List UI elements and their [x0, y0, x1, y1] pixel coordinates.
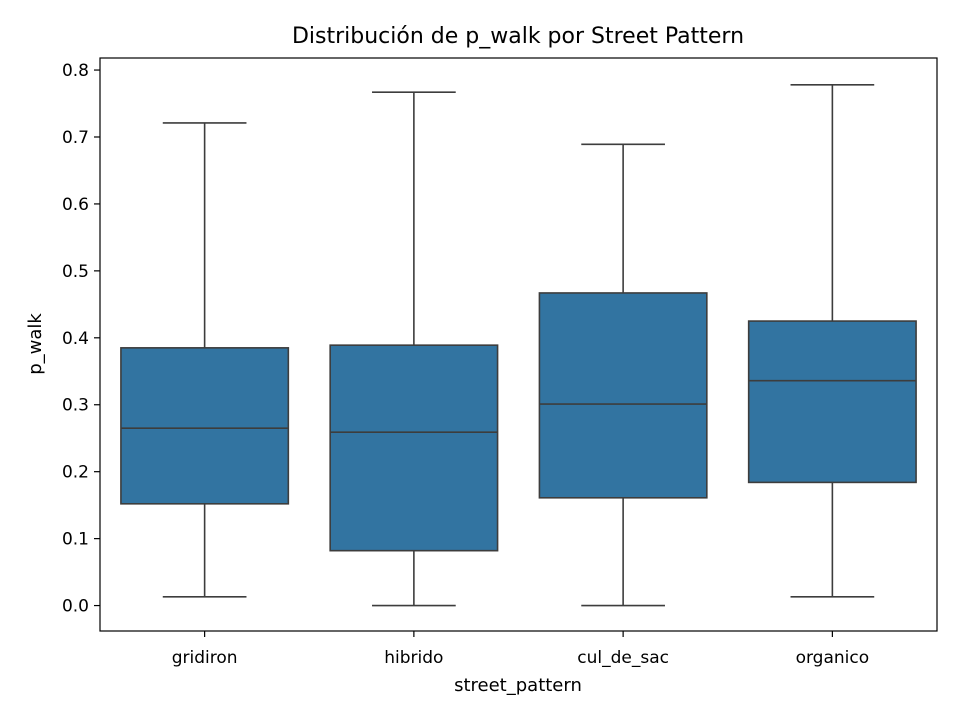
- x-tick-label-organico: organico: [796, 648, 870, 668]
- y-tick-label: 0.3: [62, 396, 89, 416]
- y-axis: 0.0 0.1 0.2 0.3 0.4 0.5 0.6 0.7 0.8: [62, 61, 100, 617]
- x-tick-label-gridiron: gridiron: [172, 648, 238, 668]
- chart-title: Distribución de p_walk por Street Patter…: [292, 24, 744, 49]
- y-tick-label: 0.0: [62, 597, 89, 617]
- x-tick-label-cul_de_sac: cul_de_sac: [577, 648, 669, 668]
- y-axis-label: p_walk: [25, 313, 46, 375]
- box-gridiron: [120, 122, 290, 598]
- boxes-layer: [120, 83, 917, 607]
- x-axis: gridiron hibrido cul_de_sac organico: [172, 631, 869, 668]
- box-body: [747, 320, 917, 484]
- y-tick-label: 0.7: [62, 128, 89, 148]
- plot-frame: [99, 57, 938, 632]
- y-tick-label: 0.1: [62, 530, 89, 550]
- y-tick-label: 0.5: [62, 262, 89, 282]
- box-organico: [747, 83, 917, 598]
- y-tick-label: 0.6: [62, 195, 89, 215]
- box-body: [538, 292, 708, 499]
- y-tick-label: 0.8: [62, 61, 89, 81]
- box-body: [329, 344, 499, 552]
- y-tick-label: 0.2: [62, 463, 89, 483]
- y-tick-label: 0.4: [62, 329, 89, 349]
- x-tick-label-hibrido: hibrido: [384, 648, 443, 668]
- box-body: [120, 347, 290, 505]
- box-hibrido: [329, 91, 499, 607]
- box-cul_de_sac: [538, 143, 708, 607]
- x-axis-label: street_pattern: [454, 675, 582, 696]
